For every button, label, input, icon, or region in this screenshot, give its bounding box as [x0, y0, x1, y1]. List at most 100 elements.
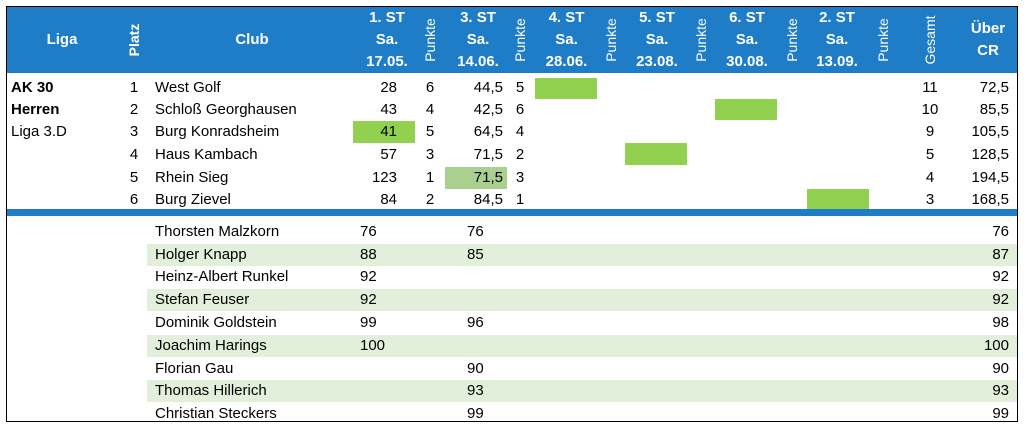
header-club: Club [235, 31, 269, 48]
round2-score: 76 [467, 223, 484, 240]
gesamt: 3 [925, 191, 935, 208]
club-name: Rhein Sieg [155, 169, 229, 186]
gesamt: 5 [925, 146, 935, 163]
round1-score: 84 [380, 191, 397, 208]
round5-header: 6. ST Sa. 30.08. [726, 9, 768, 70]
round2-header: 3. ST Sa. 14.06. [457, 9, 499, 70]
platz: 1 [129, 79, 139, 96]
round1-points: 6 [425, 79, 435, 96]
round1-score: 88 [360, 246, 377, 263]
round1-score: 100 [360, 337, 386, 354]
highlight-cell [535, 78, 597, 99]
player-name: Heinz-Albert Runkel [155, 268, 289, 285]
highlight-cell [353, 121, 415, 143]
round2-score: 71,5 [473, 169, 503, 186]
round2-score: 42,5 [473, 101, 503, 118]
player-name: Holger Knapp [155, 246, 247, 263]
platz: 5 [129, 169, 139, 186]
gesamt: 11 [922, 79, 938, 96]
gesamt: 4 [925, 169, 935, 186]
uber-cr: 92 [992, 268, 1009, 285]
highlight-cell [625, 143, 687, 165]
uber-cr: 194,5 [971, 169, 1009, 186]
uber-cr: 72,5 [979, 79, 1009, 96]
section-divider [7, 209, 1017, 216]
round2-points: 5 [515, 79, 525, 96]
round2-points: 2 [515, 146, 525, 163]
header-platz: Platz [126, 23, 142, 57]
uber-cr: 87 [992, 246, 1009, 263]
player-name: Joachim Harings [155, 337, 267, 354]
row-band [147, 244, 1017, 266]
round1-points: 3 [425, 146, 435, 163]
uber-cr: 93 [992, 382, 1009, 399]
round1-score: 92 [360, 291, 377, 308]
round3-header: 4. ST Sa. 28.06. [545, 9, 588, 70]
uber-cr: 100 [983, 337, 1009, 354]
player-name: Florian Gau [155, 360, 234, 377]
row-band [147, 380, 1017, 402]
round2-score: 71,5 [473, 146, 503, 163]
round1-score: 57 [380, 146, 397, 163]
round2-score: 85 [467, 246, 484, 263]
punkte-header-3: Punkte [603, 18, 619, 62]
round1-points: 5 [425, 123, 435, 140]
round1-score: 76 [360, 223, 377, 240]
uber-cr: 76 [992, 223, 1009, 240]
uber-cr: 99 [992, 405, 1009, 422]
header-uber-cr: Über CR [970, 20, 1006, 59]
player-name: Christian Steckers [155, 405, 277, 422]
league-age: AK 30 [11, 79, 54, 96]
club-name: Schloß Georghausen [155, 101, 297, 118]
round1-score: 28 [380, 79, 397, 96]
round1-points: 1 [425, 169, 435, 186]
highlight-cell [445, 167, 507, 189]
round1-score: 123 [371, 169, 397, 186]
punkte-header-2: Punkte [512, 18, 528, 62]
header-gesamt: Gesamt [922, 15, 938, 65]
round1-score: 99 [360, 314, 377, 331]
punkte-header-4: Punkte [693, 18, 709, 62]
round2-score: 93 [467, 382, 484, 399]
gesamt: 9 [925, 123, 935, 140]
header-liga: Liga [46, 31, 78, 48]
platz: 4 [129, 146, 139, 163]
uber-cr: 168,5 [971, 191, 1009, 208]
round6-header: 2. ST Sa. 13.09. [816, 9, 858, 70]
round1-header: 1. ST Sa. 17.05. [366, 9, 408, 70]
league-name: Liga 3.D [11, 123, 67, 140]
league-table: Liga Platz Club 1. ST Sa. 17.05. Punkte 3.… [6, 6, 1018, 422]
round1-points: 4 [425, 101, 435, 118]
round2-points: 6 [515, 101, 525, 118]
round4-header: 5. ST Sa. 23.08. [636, 9, 678, 70]
round2-score: 99 [467, 405, 484, 422]
row-band [147, 289, 1017, 311]
gesamt: 10 [921, 101, 939, 118]
player-name: Thorsten Malzkorn [155, 223, 280, 240]
round2-score: 44,5 [473, 79, 503, 96]
uber-cr: 105,5 [971, 123, 1009, 140]
round2-score: 84,5 [473, 191, 503, 208]
player-name: Dominik Goldstein [155, 314, 277, 331]
club-name: Burg Konradsheim [155, 123, 280, 140]
round2-points: 4 [515, 123, 525, 140]
round1-score: 43 [380, 101, 397, 118]
uber-cr: 98 [992, 314, 1009, 331]
round2-points: 1 [515, 191, 525, 208]
round2-score: 64,5 [473, 123, 503, 140]
round1-score: 92 [360, 268, 377, 285]
punkte-header-6: Punkte [875, 18, 891, 62]
round1-points: 2 [425, 191, 435, 208]
uber-cr: 90 [992, 360, 1009, 377]
round2-score: 90 [467, 360, 484, 377]
platz: 6 [129, 191, 139, 208]
round2-score: 96 [467, 314, 484, 331]
uber-cr: 128,5 [971, 146, 1009, 163]
row-band [147, 335, 1017, 357]
uber-cr: 92 [992, 291, 1009, 308]
club-name: Haus Kambach [155, 146, 258, 163]
punkte-header-5: Punkte [784, 18, 800, 62]
player-name: Thomas Hillerich [155, 382, 267, 399]
highlight-cell [715, 99, 777, 120]
round1-score: 41 [380, 123, 397, 140]
